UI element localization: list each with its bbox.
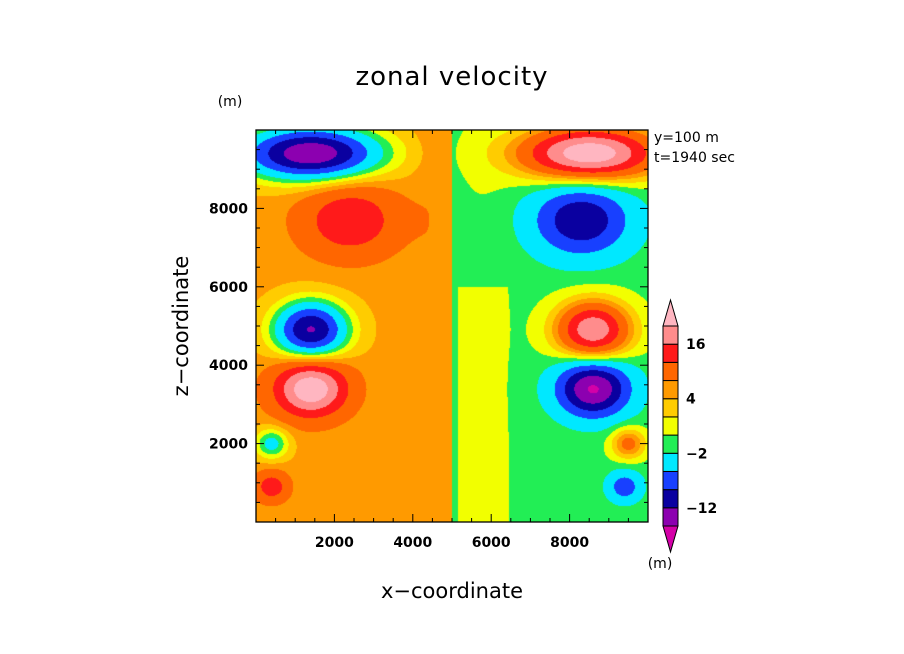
colorbar-label: −12 (686, 501, 717, 517)
y-tick-label: 2000 (209, 437, 248, 453)
plot-area: 2000 4000 6000 8000 2000 4000 6000 8000 (209, 129, 649, 551)
colorbar-swatch (662, 507, 679, 527)
y-axis-unit: (m) (218, 94, 243, 110)
contour-field (256, 130, 648, 522)
colorbar-swatch (662, 452, 679, 472)
x-axis-label: x−coordinate (381, 579, 523, 603)
colorbar: 16 4 −2 −12 (662, 298, 717, 554)
annotation-time: t=1940 sec (654, 150, 735, 166)
annotation-y-position: y=100 m (654, 130, 719, 146)
y-tick-label: 4000 (209, 358, 248, 374)
x-tick-label: 8000 (550, 535, 589, 551)
colorbar-label: 4 (686, 392, 696, 408)
colorbar-label: −2 (686, 446, 707, 462)
colorbar-extension-high (662, 298, 679, 327)
colorbar-swatch (662, 325, 679, 345)
x-tick-label: 6000 (472, 535, 511, 551)
colorbar-label: 16 (686, 337, 705, 353)
x-tick-label: 2000 (315, 535, 354, 551)
colorbar-extension-low (662, 525, 679, 554)
chart-title: zonal velocity (355, 62, 548, 92)
colorbar-swatch (662, 434, 679, 454)
colorbar-swatch (662, 489, 679, 509)
y-tick-label: 8000 (209, 201, 248, 217)
colorbar-swatch (662, 343, 679, 363)
colorbar-swatch (662, 470, 679, 491)
x-tick-label: 4000 (393, 535, 432, 551)
axis-ticks: 2000 4000 6000 8000 2000 4000 6000 8000 (209, 130, 648, 551)
colorbar-swatch (662, 416, 679, 436)
colorbar-swatch (662, 380, 679, 400)
colorbar-swatch (662, 361, 679, 382)
colorbar-swatch (662, 398, 679, 418)
y-tick-label: 6000 (209, 280, 248, 296)
colorbar-unit: (m) (648, 556, 673, 572)
y-axis-label: z−coordinate (169, 256, 193, 397)
